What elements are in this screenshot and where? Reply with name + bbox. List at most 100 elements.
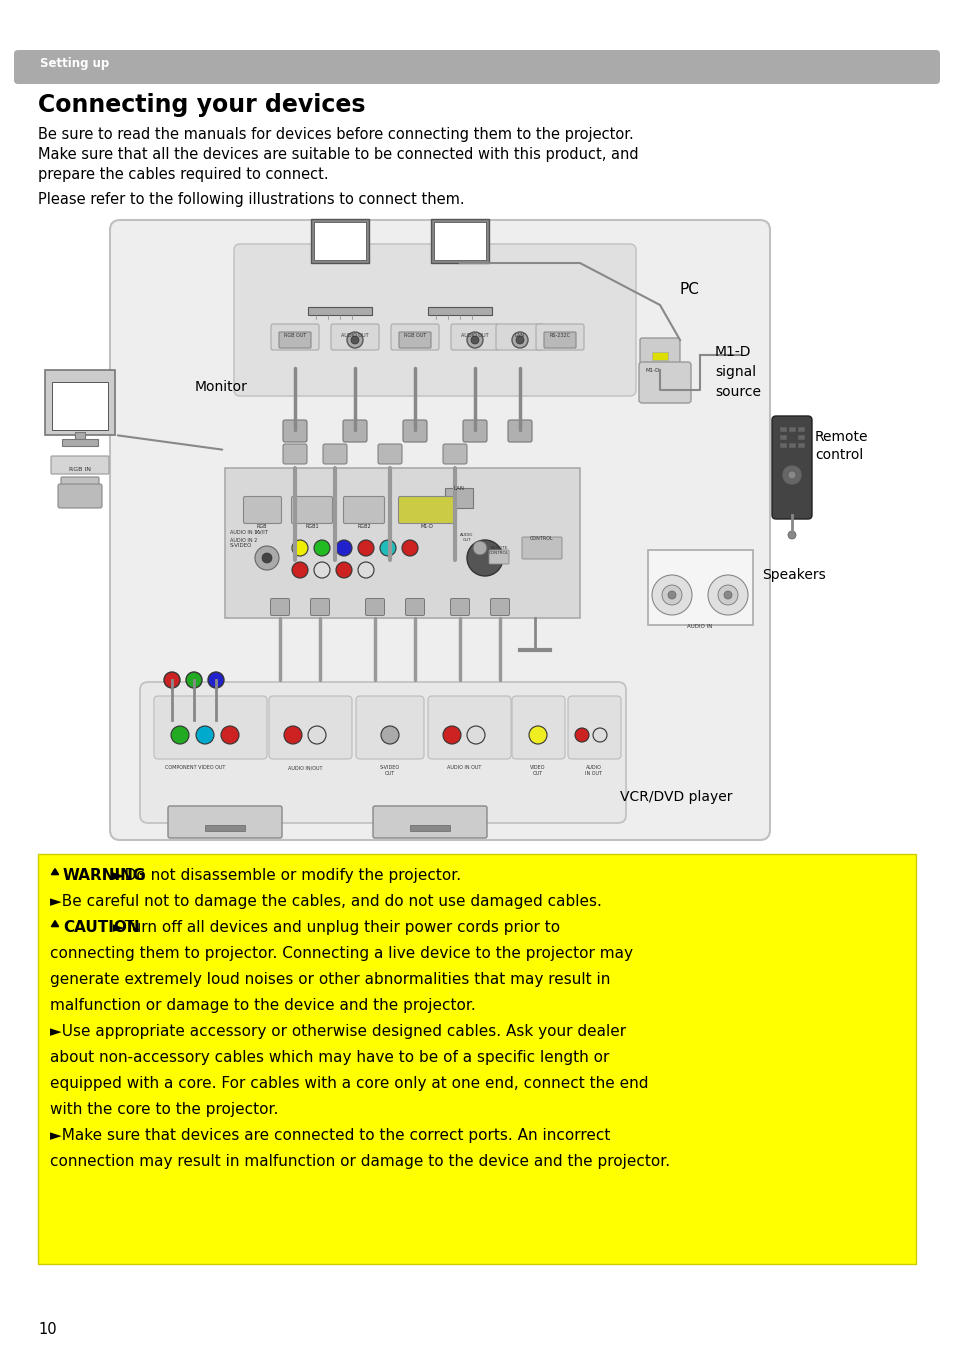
Circle shape (401, 540, 417, 556)
FancyBboxPatch shape (14, 50, 939, 84)
Polygon shape (51, 921, 58, 926)
Circle shape (347, 332, 363, 348)
FancyBboxPatch shape (283, 420, 307, 441)
Text: LAN: LAN (453, 486, 464, 492)
Circle shape (787, 531, 795, 539)
Text: generate extremely loud noises or other abnormalities that may result in: generate extremely loud noises or other … (50, 972, 610, 987)
Text: AUDIO OUT: AUDIO OUT (341, 333, 369, 338)
Text: equipped with a core. For cables with a core only at one end, connect the end: equipped with a core. For cables with a … (50, 1076, 648, 1091)
Circle shape (195, 726, 213, 743)
FancyBboxPatch shape (377, 444, 401, 464)
FancyBboxPatch shape (543, 332, 576, 348)
Text: ►Make sure that devices are connected to the correct ports. An incorrect: ►Make sure that devices are connected to… (50, 1128, 610, 1143)
Circle shape (467, 332, 482, 348)
FancyBboxPatch shape (639, 362, 690, 403)
Circle shape (516, 336, 523, 344)
FancyBboxPatch shape (269, 696, 352, 760)
Text: signal: signal (714, 366, 756, 379)
Text: RGB2: RGB2 (356, 524, 371, 529)
Circle shape (208, 672, 224, 688)
FancyBboxPatch shape (243, 497, 281, 524)
Bar (62, 439, 98, 445)
Bar (647, 550, 752, 626)
FancyBboxPatch shape (323, 444, 347, 464)
Text: Be sure to read the manuals for devices before connecting them to the projector.: Be sure to read the manuals for devices … (38, 127, 633, 142)
Circle shape (171, 726, 189, 743)
Text: PC: PC (679, 282, 700, 297)
FancyBboxPatch shape (450, 598, 469, 616)
FancyBboxPatch shape (233, 244, 636, 395)
Circle shape (718, 585, 738, 605)
Circle shape (467, 540, 502, 575)
Circle shape (471, 336, 478, 344)
Bar (225, 468, 579, 617)
FancyBboxPatch shape (110, 219, 769, 839)
FancyBboxPatch shape (451, 324, 498, 349)
Text: AUDIO IN/OUT: AUDIO IN/OUT (288, 765, 322, 770)
FancyBboxPatch shape (310, 598, 329, 616)
Text: AUDIO OUT: AUDIO OUT (460, 333, 488, 338)
Bar (428, 307, 492, 315)
Text: AUDIO
OUT: AUDIO OUT (460, 533, 474, 542)
FancyBboxPatch shape (343, 497, 384, 524)
Bar (780, 443, 786, 448)
Text: Setting up: Setting up (40, 57, 110, 70)
Bar (797, 427, 804, 432)
Text: Please refer to the following illustrations to connect them.: Please refer to the following illustrati… (38, 192, 464, 207)
Text: with the core to the projector.: with the core to the projector. (50, 1102, 278, 1117)
Bar (75, 432, 85, 440)
Bar (45, 370, 115, 435)
FancyBboxPatch shape (365, 598, 384, 616)
Text: VIDEO
OUT: VIDEO OUT (530, 765, 545, 776)
Text: RGB1: RGB1 (305, 524, 318, 529)
Circle shape (357, 562, 374, 578)
Text: RGB OUT: RGB OUT (284, 333, 306, 338)
FancyBboxPatch shape (58, 483, 102, 508)
Bar (38, 854, 915, 1265)
Circle shape (186, 672, 202, 688)
Bar (410, 825, 450, 831)
Circle shape (575, 728, 588, 742)
Text: about non-accessory cables which may have to be of a specific length or: about non-accessory cables which may hav… (50, 1049, 609, 1066)
Circle shape (651, 575, 691, 615)
FancyBboxPatch shape (140, 682, 625, 823)
Bar (797, 443, 804, 448)
Circle shape (335, 540, 352, 556)
FancyBboxPatch shape (536, 324, 583, 349)
FancyBboxPatch shape (153, 696, 267, 760)
Text: REMOTE
CONTROL: REMOTE CONTROL (489, 546, 509, 555)
Text: connecting them to projector. Connecting a live device to the projector may: connecting them to projector. Connecting… (50, 946, 633, 961)
FancyBboxPatch shape (507, 420, 532, 441)
Text: M1-D: M1-D (714, 345, 751, 359)
Circle shape (254, 546, 278, 570)
FancyBboxPatch shape (355, 696, 423, 760)
Circle shape (593, 728, 606, 742)
Bar (431, 219, 489, 263)
Circle shape (667, 590, 676, 598)
Bar (788, 427, 795, 432)
Text: COMPONENT VIDEO OUT: COMPONENT VIDEO OUT (165, 765, 225, 770)
FancyBboxPatch shape (428, 696, 511, 760)
Circle shape (292, 540, 308, 556)
Bar (308, 307, 372, 315)
FancyBboxPatch shape (490, 598, 509, 616)
Bar (780, 435, 786, 440)
Text: S-VIDEO: S-VIDEO (230, 543, 253, 548)
FancyBboxPatch shape (343, 420, 367, 441)
Circle shape (707, 575, 747, 615)
Text: AUDIO IN OUT: AUDIO IN OUT (446, 765, 480, 770)
Text: WARNING: WARNING (63, 868, 146, 883)
FancyBboxPatch shape (489, 550, 509, 565)
FancyBboxPatch shape (405, 598, 424, 616)
FancyBboxPatch shape (639, 338, 679, 367)
Bar (444, 487, 473, 508)
Text: AUDIO IN 1: AUDIO IN 1 (230, 529, 257, 535)
Text: Monitor: Monitor (194, 380, 248, 394)
Circle shape (357, 540, 374, 556)
Circle shape (292, 562, 308, 578)
FancyBboxPatch shape (51, 456, 109, 474)
Circle shape (314, 562, 330, 578)
Bar (797, 435, 804, 440)
FancyBboxPatch shape (512, 696, 564, 760)
Circle shape (512, 332, 527, 348)
